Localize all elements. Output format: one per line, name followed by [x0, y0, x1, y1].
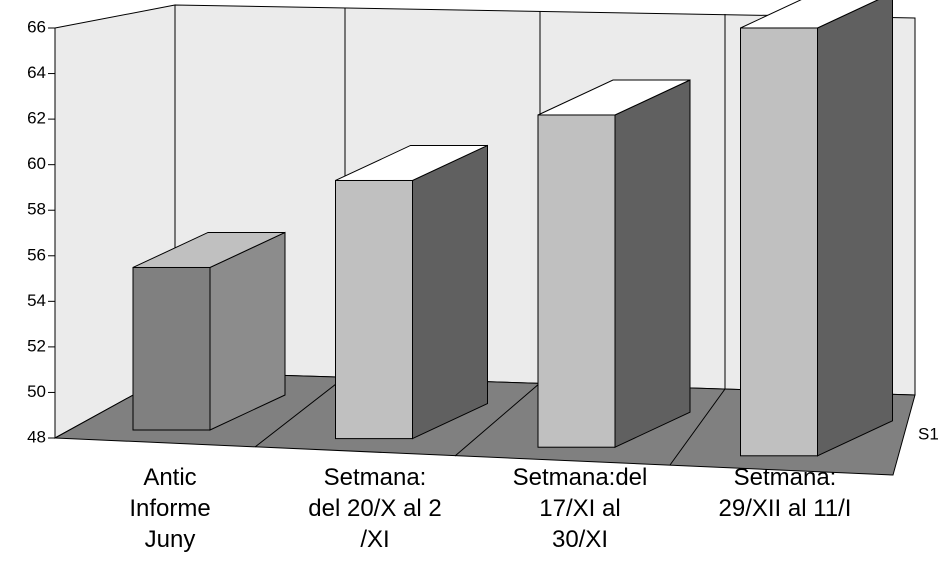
y-tick-label: 54: [27, 291, 46, 310]
bar: [740, 0, 893, 457]
x-label-box: Setmana: del 20/X al 2 /XI: [308, 464, 442, 554]
y-tick-label: 52: [27, 336, 46, 355]
x-tick-label: Setmana:del 17/XI al 30/XI: [512, 464, 648, 554]
floor-dividers: [254, 376, 726, 466]
y-tick-label: 60: [27, 154, 46, 173]
x-label-box: Setmana: 29/XII al 11/I: [718, 464, 852, 523]
y-tick-label: 62: [27, 109, 46, 128]
y-tick-label: 58: [27, 200, 46, 219]
bar-side: [412, 144, 488, 440]
x-tick-label: Setmana: del 20/X al 2 /XI: [308, 464, 442, 554]
y-tick-label: 48: [27, 427, 46, 446]
x-tick-label: Setmana: 29/XII al 11/I: [718, 464, 852, 523]
bar-front: [335, 179, 413, 440]
bar-front: [740, 27, 818, 457]
bar-front: [132, 266, 211, 431]
bar-side: [817, 0, 893, 457]
bar: [335, 144, 488, 440]
bar: [132, 231, 286, 431]
y-tick-label: 56: [27, 245, 46, 264]
bar-side: [614, 79, 691, 448]
y-tick-label: 66: [27, 17, 46, 36]
y-tick-label: 50: [27, 382, 46, 401]
series-label: S1: [918, 424, 939, 443]
x-label-box: Setmana:del 17/XI al 30/XI: [512, 464, 648, 554]
y-tick-label: 64: [27, 63, 46, 82]
x-label-box: Antic Informe Juny: [129, 464, 211, 554]
bar: [537, 79, 691, 448]
bar-front: [537, 114, 616, 448]
x-tick-label: Antic Informe Juny: [129, 464, 211, 554]
